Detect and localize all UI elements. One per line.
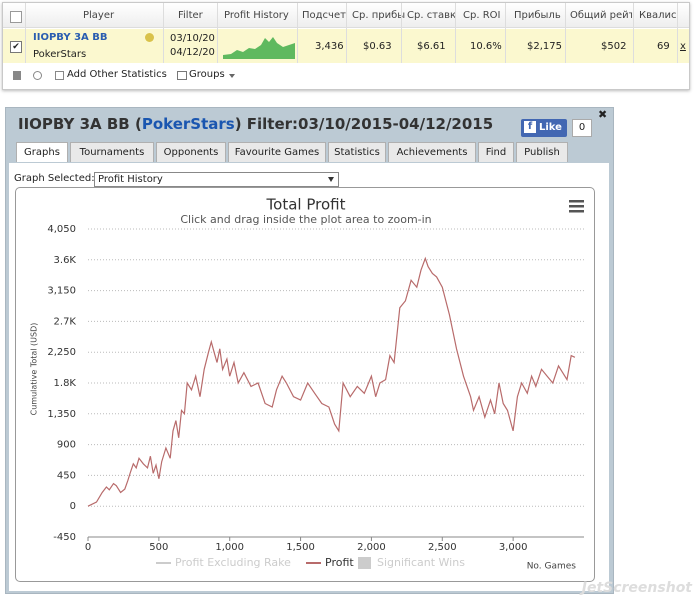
chart-title: Total Profit	[266, 196, 346, 214]
like-label: Like	[539, 122, 562, 133]
tab[interactable]: Tournaments	[70, 142, 154, 162]
x-tick-label: 2,500	[428, 542, 457, 553]
graph-select-value: Profit History	[98, 174, 163, 185]
remove-button[interactable]: x	[680, 41, 686, 52]
y-tick-label: 3,150	[47, 286, 76, 297]
y-tick-label: 1.8K	[54, 378, 77, 389]
header[interactable]: Profit History	[224, 10, 289, 21]
legend-label[interactable]: Significant Wins	[377, 556, 465, 569]
player-name[interactable]: IIOPBY 3A BB	[33, 32, 108, 43]
add-statistics-button[interactable]: Add Other Statistics	[67, 69, 167, 80]
cell-avg-stake: $6.61	[417, 41, 446, 52]
chart-subtitle: Click and drag inside the plot area to z…	[180, 213, 431, 226]
y-tick-label: 0	[70, 501, 76, 512]
sparkline-area	[223, 37, 295, 59]
y-tick-label: 1,350	[47, 409, 76, 420]
chart: Total Profit Click and drag inside the p…	[30, 196, 584, 572]
graph-select-label: Graph Selected:	[14, 173, 95, 184]
sparkline	[223, 37, 295, 59]
header[interactable]: Ср. прибы	[352, 10, 406, 21]
filter-from: 03/10/20	[170, 33, 215, 44]
header[interactable]: Квалис	[639, 10, 677, 21]
tab[interactable]: Find	[478, 142, 514, 162]
title-filter: ) Filter:03/10/2015-04/12/2015	[234, 115, 494, 133]
y-tick-label: -450	[53, 532, 76, 543]
header[interactable]: Подсчет	[302, 10, 346, 21]
y-tick-label: 2,250	[47, 347, 76, 358]
title-player: IIOPBY 3A BB (	[18, 115, 142, 133]
close-button[interactable]: ✖	[598, 108, 608, 121]
cell-avg-profit: $0.63	[363, 41, 392, 52]
like-button[interactable]: f Like	[521, 119, 567, 137]
header[interactable]: Ср. ROI	[463, 10, 501, 21]
groups-icon	[177, 71, 187, 80]
cell-profit: $2,175	[527, 41, 562, 52]
cell-count: 3,436	[315, 41, 344, 52]
header[interactable]: Ср. ставк	[407, 10, 457, 21]
menu-icon[interactable]	[569, 200, 584, 213]
stats-table: Player Filter Profit History Подсчет Ср.…	[2, 2, 690, 90]
cell-rating: $502	[601, 41, 627, 52]
y-tick-label: 2.7K	[54, 316, 77, 327]
medal-icon	[145, 33, 154, 42]
x-tick-label: 2,000	[357, 542, 386, 553]
dropdown-arrow	[229, 74, 235, 78]
x-axis-label: No. Games	[527, 562, 577, 572]
cell-roi: 10.6%	[470, 41, 502, 52]
panel-title: IIOPBY 3A BB (PokerStars) Filter:03/10/2…	[18, 115, 493, 133]
profit-line	[87, 256, 576, 507]
header[interactable]: Общий рейт	[570, 10, 632, 21]
tab[interactable]: Statistics	[328, 142, 386, 162]
y-tick-label: 3.6K	[54, 255, 77, 266]
watermark: JetScreenshot	[581, 580, 692, 596]
like-count: 0	[572, 119, 592, 137]
legend-label[interactable]: Profit	[325, 556, 354, 569]
player-panel: IIOPBY 3A BB (PokerStars) Filter:03/10/2…	[5, 107, 614, 594]
trash-icon[interactable]	[13, 71, 21, 80]
y-axis-label: Cumulative Total (USD)	[30, 323, 39, 416]
tab[interactable]: Publish	[516, 142, 568, 162]
legend-swatch	[358, 557, 371, 569]
x-tick-label: 0	[85, 542, 91, 553]
header[interactable]: Player	[83, 10, 115, 21]
add-icon	[55, 71, 64, 80]
tab-content: Graph Selected: Profit History	[9, 163, 609, 591]
y-tick-label: 450	[57, 470, 76, 481]
y-tick-label: 4,050	[47, 224, 76, 235]
legend-label[interactable]: Profit Excluding Rake	[175, 556, 291, 569]
header[interactable]: Filter	[178, 10, 203, 21]
player-site: PokerStars	[33, 49, 87, 60]
graph-select[interactable]: Profit History	[94, 172, 339, 187]
x-tick-label: 500	[149, 542, 168, 553]
groups-button[interactable]: Groups	[189, 69, 225, 80]
y-tick-label: 900	[57, 440, 76, 451]
title-site[interactable]: PokerStars	[141, 115, 235, 133]
tab[interactable]: Graphs	[16, 142, 68, 162]
filter-to: 04/12/20	[170, 47, 215, 58]
x-tick-label: 1,500	[286, 542, 315, 553]
x-tick-label: 1,000	[215, 542, 244, 553]
tab[interactable]: Opponents	[156, 142, 226, 162]
x-tick-label: 3,000	[499, 542, 528, 553]
cell-qual: 69	[657, 41, 670, 52]
refresh-icon[interactable]	[33, 71, 42, 80]
tab[interactable]: Achievements	[388, 142, 476, 162]
header[interactable]: Прибыль	[514, 10, 561, 21]
checkbox[interactable]	[10, 11, 22, 23]
checkbox-checked[interactable]: ✔	[10, 41, 22, 53]
tab[interactable]: Favourite Games	[228, 142, 326, 162]
chart-frame: Total Profit Click and drag inside the p…	[15, 187, 595, 582]
